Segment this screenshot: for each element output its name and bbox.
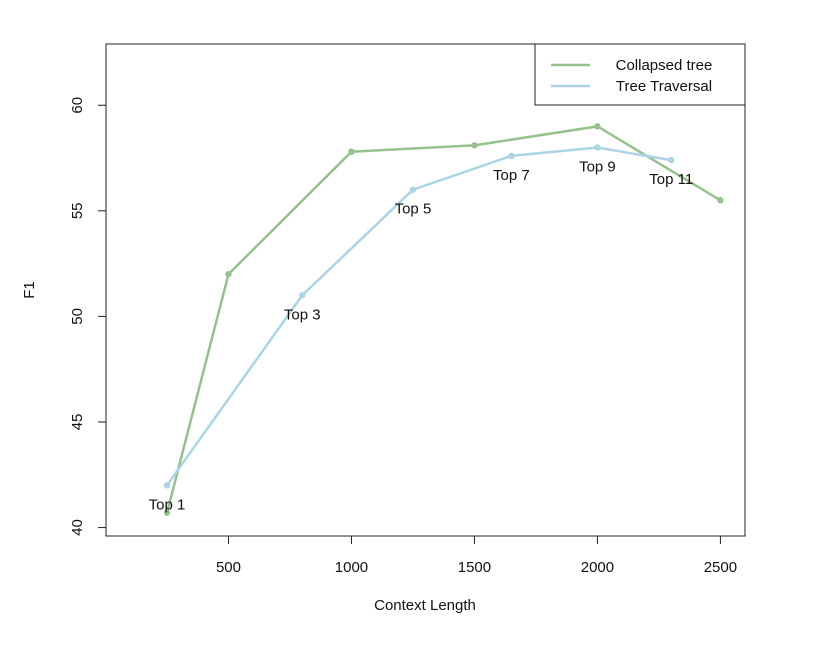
y-tick-label: 50 (69, 308, 86, 325)
series-1-point (348, 148, 355, 155)
legend-label: Collapsed tree (616, 57, 713, 74)
plot-frame (105, 43, 746, 537)
series-1-point (163, 509, 171, 516)
series-1-point (594, 123, 601, 130)
y-tick-label: 60 (69, 97, 86, 114)
x-tick-label: 500 (216, 559, 241, 576)
x-tick-label: 2000 (581, 559, 614, 576)
point-label: Top 11 (649, 171, 693, 188)
x-tick-label: 2500 (704, 559, 737, 576)
point-label: Top 1 (149, 496, 186, 513)
series-2-point (594, 144, 601, 151)
point-label: Top 9 (579, 158, 616, 175)
x-tick-label: 1000 (335, 559, 368, 576)
series-1-point (225, 270, 232, 278)
series-layer (163, 123, 724, 516)
series-2-point (409, 186, 417, 193)
y-axis: 40 45 50 55 60 (69, 97, 107, 536)
point-label: Top 5 (395, 201, 432, 218)
point-label: Top 3 (284, 306, 321, 323)
series-line-1 (165, 125, 722, 514)
series-1-point (471, 142, 478, 149)
y-tick-label: 45 (69, 414, 86, 431)
series-2-point (299, 292, 306, 299)
series-2-point (163, 482, 171, 489)
series-2-point (668, 156, 675, 164)
series-1-point (717, 197, 724, 204)
legend-box (534, 43, 746, 106)
series-line-2 (165, 146, 672, 487)
point-label: Top 7 (493, 167, 530, 184)
x-axis-title: Context Length (374, 597, 476, 614)
x-axis: 500 1000 1500 2000 2500 (216, 535, 737, 576)
y-tick-label: 55 (69, 202, 86, 219)
x-tick-label: 1500 (458, 559, 491, 576)
legend: Collapsed tree Tree Traversal (534, 43, 746, 106)
series-2-point (508, 152, 515, 160)
point-labels: Top 1 Top 3 Top 5 Top 7 Top 9 Top 11 (149, 158, 694, 513)
y-tick-label: 40 (69, 519, 86, 536)
legend-label: Tree Traversal (616, 78, 712, 95)
y-axis-title: F1 (21, 281, 38, 299)
